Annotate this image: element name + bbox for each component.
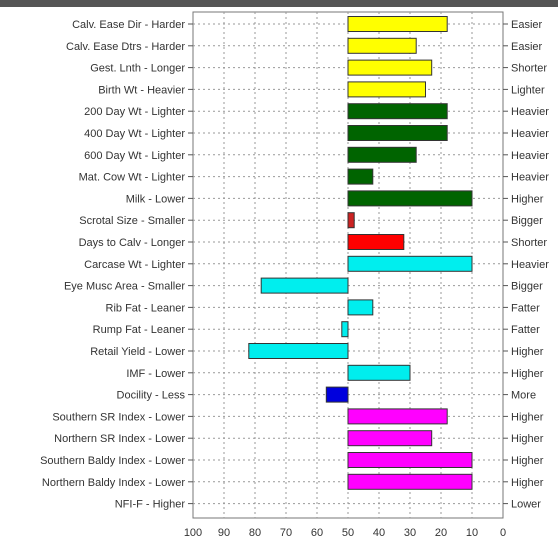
trait-label-right: Fatter xyxy=(511,302,540,314)
trait-bar xyxy=(347,234,405,250)
trait-bar xyxy=(347,473,473,490)
trait-bar xyxy=(347,212,355,229)
trait-label-right: Heavier xyxy=(511,106,549,118)
trait-bar xyxy=(248,343,349,359)
x-tick-label: 90 xyxy=(218,527,230,539)
trait-bar xyxy=(347,125,448,141)
trait-label-left: Mat. Cow Wt - Lighter xyxy=(79,172,186,184)
trait-label-left: Scrotal Size - Smaller xyxy=(79,215,185,227)
trait-bar xyxy=(347,146,417,163)
trait-label-left: Docility - Less xyxy=(117,390,186,402)
trait-bar xyxy=(347,81,426,98)
trait-label-left: Gest. Lnth - Longer xyxy=(90,63,185,75)
trait-bar xyxy=(347,364,411,381)
x-tick-label: 70 xyxy=(280,527,292,539)
trait-label-left: Carcase Wt - Lighter xyxy=(84,259,185,271)
x-tick-label: 40 xyxy=(373,527,385,539)
trait-bar xyxy=(325,386,349,403)
trait-label-right: Higher xyxy=(511,455,544,467)
x-tick-label: 50 xyxy=(342,527,354,539)
top-bar xyxy=(0,0,558,7)
trait-label-right: Bigger xyxy=(511,281,543,293)
trait-label-right: Heavier xyxy=(511,128,549,140)
trait-label-right: Shorter xyxy=(511,237,547,249)
trait-label-right: Easier xyxy=(511,19,543,31)
trait-label-right: Heavier xyxy=(511,150,549,162)
trait-label-right: Higher xyxy=(511,368,544,380)
trait-bar xyxy=(347,16,448,32)
trait-bar xyxy=(347,452,473,468)
trait-label-right: Higher xyxy=(511,433,544,445)
trait-label-left: Retail Yield - Lower xyxy=(90,346,185,358)
trait-label-left: Calv. Ease Dir - Harder xyxy=(72,19,185,31)
trait-bar xyxy=(347,408,448,425)
trait-label-left: 400 Day Wt - Lighter xyxy=(84,128,185,140)
x-tick-label: 80 xyxy=(249,527,261,539)
trait-label-right: More xyxy=(511,390,536,402)
trait-label-left: Milk - Lower xyxy=(126,193,186,205)
trait-bar xyxy=(347,103,448,120)
trait-label-left: Rib Fat - Leaner xyxy=(106,302,186,314)
trait-label-right: Shorter xyxy=(511,63,547,75)
trait-bar xyxy=(260,277,349,294)
x-tick-label: 30 xyxy=(404,527,416,539)
trait-label-right: Higher xyxy=(511,193,544,205)
trait-label-right: Easier xyxy=(511,41,543,53)
trait-bar xyxy=(341,321,349,338)
trait-bar xyxy=(347,299,374,316)
trait-label-left: Days to Calv - Longer xyxy=(79,237,186,249)
trait-label-left: Birth Wt - Heavier xyxy=(98,84,185,96)
trait-bar xyxy=(347,168,374,185)
trait-label-left: NFI-F - Higher xyxy=(115,499,186,511)
trait-label-left: Rump Fat - Leaner xyxy=(93,324,186,336)
x-tick-label: 20 xyxy=(435,527,447,539)
trait-label-left: 600 Day Wt - Lighter xyxy=(84,150,185,162)
trait-label-right: Higher xyxy=(511,346,544,358)
trait-bar xyxy=(347,37,417,54)
trait-label-left: IMF - Lower xyxy=(126,368,185,380)
trait-label-left: Northern SR Index - Lower xyxy=(54,433,185,445)
x-tick-label: 10 xyxy=(466,527,478,539)
x-tick-label: 100 xyxy=(184,527,202,539)
trait-label-right: Heavier xyxy=(511,172,549,184)
trait-label-right: Higher xyxy=(511,477,544,489)
trait-label-left: Southern SR Index - Lower xyxy=(52,411,185,423)
trait-label-right: Lower xyxy=(511,499,541,511)
trait-bar xyxy=(347,430,433,447)
trait-label-right: Higher xyxy=(511,411,544,423)
x-tick-label: 60 xyxy=(311,527,323,539)
trait-label-right: Bigger xyxy=(511,215,543,227)
trait-label-left: Southern Baldy Index - Lower xyxy=(40,455,185,467)
trait-label-right: Lighter xyxy=(511,84,545,96)
trait-bar xyxy=(347,255,473,272)
trait-label-right: Heavier xyxy=(511,259,549,271)
trait-label-left: Northern Baldy Index - Lower xyxy=(42,477,185,489)
trait-label-left: Calv. Ease Dtrs - Harder xyxy=(66,41,185,53)
trait-bar xyxy=(347,59,433,76)
trait-label-left: Eye Musc Area - Smaller xyxy=(64,281,185,293)
trait-label-left: 200 Day Wt - Lighter xyxy=(84,106,185,118)
trait-label-right: Fatter xyxy=(511,324,540,336)
trait-bar xyxy=(347,190,473,207)
x-tick-label: 0 xyxy=(500,527,506,539)
